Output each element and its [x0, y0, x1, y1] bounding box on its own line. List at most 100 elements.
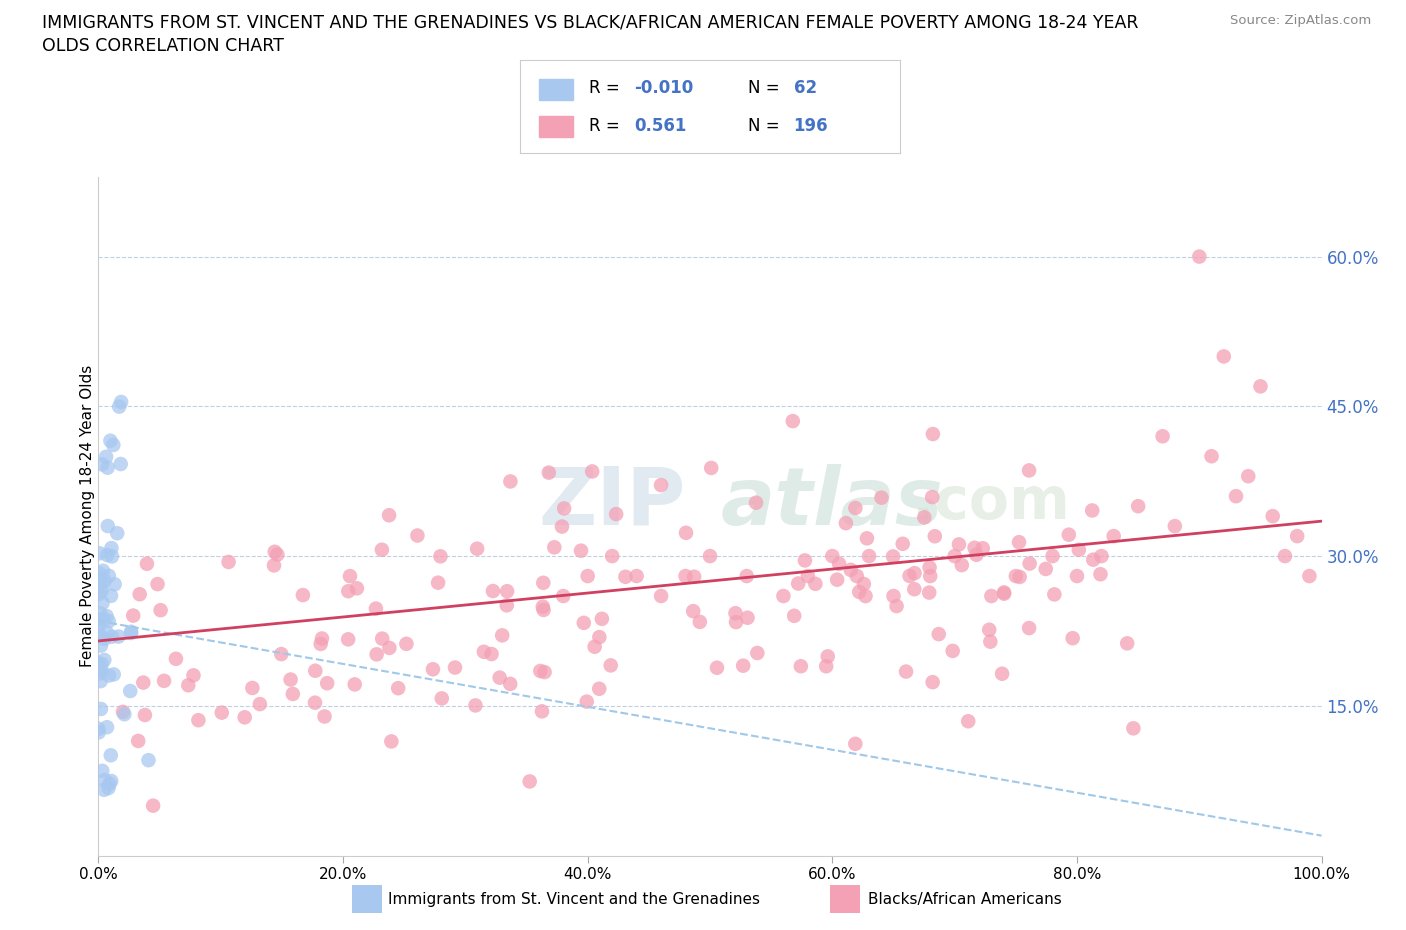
Point — [852, 577, 875, 591]
Point — [93, 653, 115, 668]
Point — [575, 694, 598, 709]
Point — [921, 427, 943, 442]
Text: ZIP: ZIP — [538, 463, 686, 541]
Point — [127, 734, 149, 749]
Point — [496, 584, 519, 599]
Point — [91, 595, 114, 610]
Point — [924, 529, 946, 544]
Text: 0.561: 0.561 — [634, 116, 686, 135]
Point — [100, 433, 122, 448]
Point — [96, 548, 118, 563]
Point — [89, 666, 111, 681]
Point — [316, 676, 339, 691]
Point — [97, 780, 120, 795]
Point — [165, 651, 187, 666]
Point — [90, 578, 112, 593]
Point — [100, 748, 122, 763]
Point — [920, 568, 942, 583]
Point — [793, 553, 815, 568]
Point — [122, 608, 145, 623]
Point — [153, 673, 176, 688]
Point — [98, 777, 121, 791]
Point — [304, 663, 326, 678]
Point — [1042, 549, 1064, 564]
Point — [815, 658, 838, 673]
Point — [844, 500, 866, 515]
Point — [100, 774, 122, 789]
Point — [240, 681, 263, 696]
Point — [499, 474, 522, 489]
Point — [553, 589, 575, 604]
Point — [134, 708, 156, 723]
Point — [533, 665, 555, 680]
Point — [103, 437, 125, 452]
Point — [870, 490, 893, 505]
Point — [782, 414, 804, 429]
Point — [1018, 463, 1040, 478]
Point — [177, 678, 200, 693]
Point — [87, 660, 110, 675]
Point — [270, 646, 292, 661]
Point — [427, 576, 450, 591]
Point — [346, 581, 368, 596]
Point — [605, 507, 627, 522]
Point — [583, 639, 606, 654]
Point — [406, 528, 429, 543]
Point — [1249, 379, 1271, 393]
Point — [101, 549, 124, 564]
Point — [110, 457, 132, 472]
Point — [233, 710, 256, 724]
Point — [855, 589, 877, 604]
Point — [817, 649, 839, 664]
Point — [689, 615, 711, 630]
Point — [898, 568, 921, 583]
Text: Source: ZipAtlas.com: Source: ZipAtlas.com — [1230, 14, 1371, 27]
Point — [211, 705, 233, 720]
Point — [972, 541, 994, 556]
Point — [1008, 569, 1031, 584]
Text: atlas: atlas — [721, 463, 943, 541]
Point — [120, 624, 142, 639]
Point — [828, 556, 851, 571]
Point — [337, 631, 360, 646]
Point — [499, 676, 522, 691]
Point — [1090, 549, 1112, 564]
Point — [918, 585, 941, 600]
Point — [614, 569, 637, 584]
Point — [724, 605, 747, 620]
Point — [1004, 568, 1026, 583]
Point — [683, 569, 706, 584]
Point — [87, 656, 110, 671]
Point — [745, 496, 768, 511]
Point — [626, 568, 648, 583]
Point — [91, 564, 114, 578]
Point — [599, 658, 621, 672]
Point — [530, 704, 553, 719]
Text: Immigrants from St. Vincent and the Grenadines: Immigrants from St. Vincent and the Gren… — [388, 892, 761, 907]
Point — [1261, 509, 1284, 524]
Point — [581, 464, 603, 479]
Point — [281, 686, 304, 701]
Point — [90, 657, 112, 671]
Point — [387, 681, 409, 696]
Point — [91, 613, 114, 628]
Point — [772, 589, 794, 604]
Point — [97, 614, 120, 629]
Point — [128, 587, 150, 602]
Point — [894, 664, 917, 679]
Point — [90, 673, 112, 688]
Text: -0.010: -0.010 — [634, 79, 693, 98]
Point — [1067, 542, 1090, 557]
Point — [495, 598, 517, 613]
Point — [1062, 631, 1084, 645]
Point — [1043, 587, 1066, 602]
Point — [737, 610, 759, 625]
Point — [1188, 249, 1211, 264]
Point — [533, 603, 555, 618]
Point — [588, 630, 610, 644]
Point — [1237, 469, 1260, 484]
Point — [700, 460, 723, 475]
Point — [783, 608, 806, 623]
Point — [120, 626, 142, 641]
Point — [90, 662, 112, 677]
